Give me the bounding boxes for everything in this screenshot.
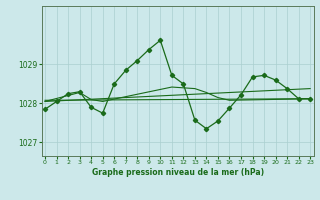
X-axis label: Graphe pression niveau de la mer (hPa): Graphe pression niveau de la mer (hPa): [92, 168, 264, 177]
